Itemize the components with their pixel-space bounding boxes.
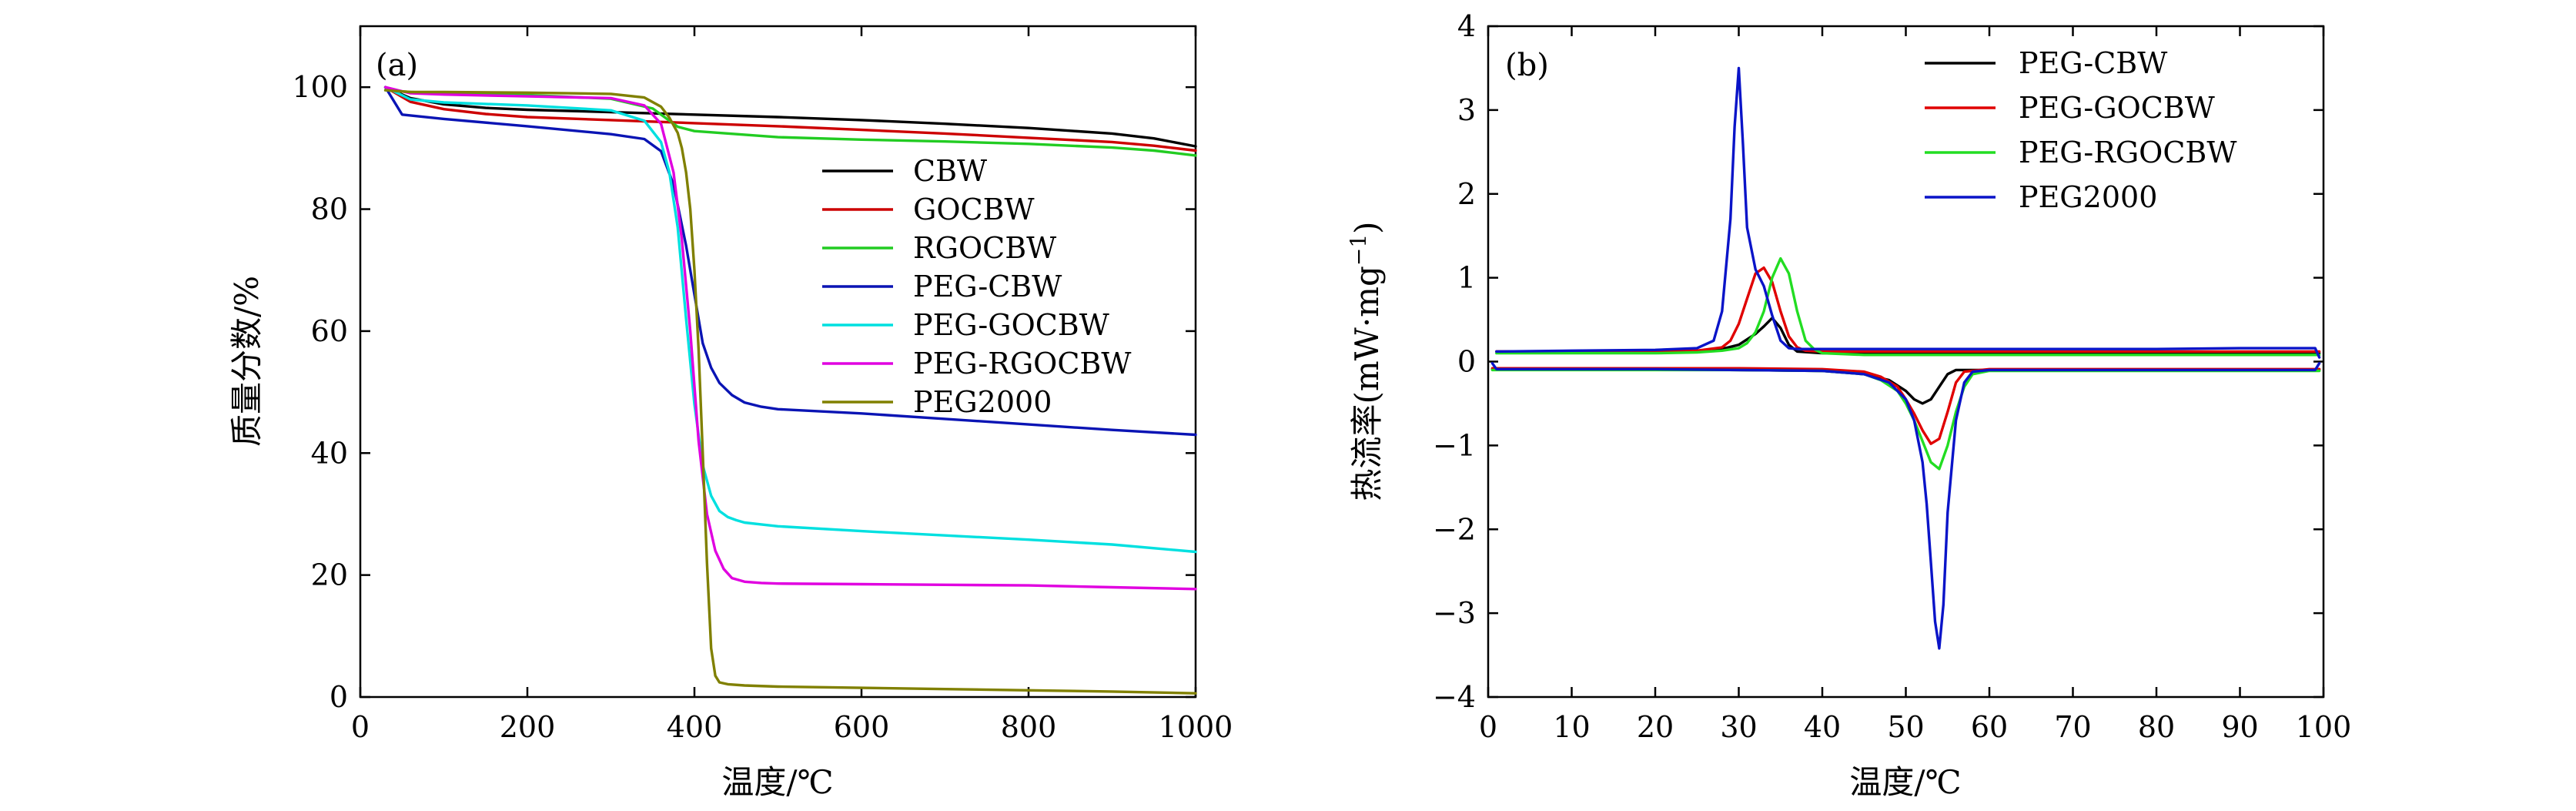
panel-b-series-line-peg2000 bbox=[1490, 362, 2321, 650]
panel-b-series bbox=[1490, 66, 2321, 650]
panel-b-legend-label: PEG-CBW bbox=[2019, 46, 2167, 80]
panel-a-y-tick-label: 80 bbox=[311, 193, 348, 226]
panel-a-y-axis-label: 质量分数/% bbox=[228, 276, 266, 447]
panel-b-plot-frame bbox=[1487, 25, 2325, 699]
panel-a-x-tick-label: 1000 bbox=[1159, 710, 1233, 744]
panel-b-y-tick-label: 3 bbox=[1457, 93, 1476, 127]
panel-b-x-tick-label: 80 bbox=[2138, 710, 2175, 744]
panel-a-series-line-peg-rgocbw bbox=[383, 85, 1197, 591]
panel-a-legend-label: PEG-RGOCBW bbox=[913, 347, 1131, 380]
panel-a-y-tick-label: 40 bbox=[311, 436, 348, 470]
panel-a-series-line-peg-gocbw bbox=[383, 85, 1197, 554]
panel-b-y-tick-label: −4 bbox=[1433, 680, 1476, 714]
panel-b-y-axis-label: 热流率(mW·mg−1) bbox=[1346, 221, 1386, 501]
panel-a-ticks: 0 200 400 600 800 1000 0 20 40 60 80 100 bbox=[292, 26, 1233, 744]
panel-b-y-axis-label-main: 热流率(mW·mg bbox=[1348, 266, 1386, 501]
panel-b-x-tick-label: 100 bbox=[2296, 710, 2352, 744]
panel-b-x-tick-label: 50 bbox=[1887, 710, 1924, 744]
panel-a-y-tick-label: 60 bbox=[311, 314, 348, 348]
panel-a-chart: 0 200 400 600 800 1000 0 20 40 60 80 100 (a) 温度/℃ 质… bbox=[228, 25, 1233, 801]
panel-b-series-line-peg-gocbw bbox=[1495, 266, 2321, 354]
panel-b-series-line-peg-rgocbw bbox=[1495, 256, 2321, 357]
panel-a-x-tick-label: 0 bbox=[351, 710, 370, 744]
panel-b-legend-label: PEG-RGOCBW bbox=[2019, 136, 2236, 169]
panel-b-legend-label: PEG-GOCBW bbox=[2019, 91, 2215, 125]
panel-a-x-tick-label: 400 bbox=[667, 710, 723, 744]
panel-b-x-tick-label: 90 bbox=[2221, 710, 2258, 744]
panel-a-label: (a) bbox=[376, 48, 418, 83]
panel-a-legend-label: CBW bbox=[913, 154, 987, 188]
panel-a-series bbox=[383, 85, 1197, 695]
panel-b-x-tick-label: 70 bbox=[2054, 710, 2091, 744]
panel-b-x-tick-label: 60 bbox=[1971, 710, 2008, 744]
panel-b-y-tick-label: 0 bbox=[1457, 345, 1476, 379]
panel-b-legend-label: PEG2000 bbox=[2019, 180, 2157, 214]
panel-b-y-tick-label: −2 bbox=[1433, 512, 1476, 546]
panel-b-label: (b) bbox=[1505, 48, 1549, 83]
panel-b-x-tick-label: 30 bbox=[1720, 710, 1757, 744]
panel-b-x-tick-label: 10 bbox=[1553, 710, 1590, 744]
panel-a-series-line-cbw bbox=[383, 85, 1197, 148]
panel-a-y-tick-label: 20 bbox=[311, 558, 348, 592]
panel-a-plot-frame bbox=[359, 25, 1197, 699]
panel-b-y-axis-label-exponent: −1 bbox=[1346, 234, 1371, 266]
panel-b-x-tick-label: 40 bbox=[1804, 710, 1841, 744]
panel-b-series-line-peg-rgocbw bbox=[1490, 368, 2321, 471]
panel-a-series-line-gocbw bbox=[383, 85, 1197, 152]
panel-a-y-tick-label: 100 bbox=[292, 70, 348, 104]
panel-a-x-axis-label: 温度/℃ bbox=[721, 763, 833, 801]
panel-b-series-line-peg2000 bbox=[1495, 66, 2321, 359]
panel-a-x-tick-label: 800 bbox=[1001, 710, 1057, 744]
panel-b-x-tick-label: 0 bbox=[1479, 710, 1497, 744]
panel-b-ticks: 0 10 20 30 40 50 60 70 80 90 100 −4 −3 −2 −1 0 1 2 3 4 bbox=[1433, 9, 2351, 744]
panel-a-legend: CBW GOCBW RGOCBW PEG-CBW PEG-GOCBW PEG-RGOCBW… bbox=[822, 154, 1131, 419]
panel-b-y-tick-label: 4 bbox=[1457, 9, 1476, 43]
panel-a-legend-label: PEG2000 bbox=[913, 385, 1052, 419]
panel-a-series-line-rgocbw bbox=[383, 89, 1197, 157]
panel-a-legend-label: RGOCBW bbox=[913, 231, 1056, 265]
panel-a-legend-label: GOCBW bbox=[913, 193, 1035, 226]
panel-a-series-line-peg-cbw bbox=[383, 85, 1197, 437]
panel-b-y-tick-label: −3 bbox=[1433, 596, 1476, 630]
panel-b-y-tick-label: 2 bbox=[1457, 177, 1476, 211]
panel-a-y-tick-label: 0 bbox=[330, 680, 348, 714]
panel-b-legend: PEG-CBW PEG-GOCBW PEG-RGOCBW PEG2000 bbox=[1925, 46, 2236, 214]
panel-b-y-tick-label: −1 bbox=[1433, 428, 1476, 462]
panel-a-legend-label: PEG-GOCBW bbox=[913, 308, 1109, 342]
panel-b-x-axis-label: 温度/℃ bbox=[1849, 763, 1961, 801]
panel-a-x-tick-label: 600 bbox=[834, 710, 890, 744]
panel-a-series-line-peg2000 bbox=[383, 89, 1197, 695]
panel-a-legend-label: PEG-CBW bbox=[913, 270, 1062, 303]
panel-b-y-axis-label-tail: ) bbox=[1348, 221, 1386, 233]
panel-b-y-tick-label: 1 bbox=[1457, 261, 1476, 295]
panel-a-x-tick-label: 200 bbox=[500, 710, 556, 744]
panel-b-x-tick-label: 20 bbox=[1637, 710, 1674, 744]
